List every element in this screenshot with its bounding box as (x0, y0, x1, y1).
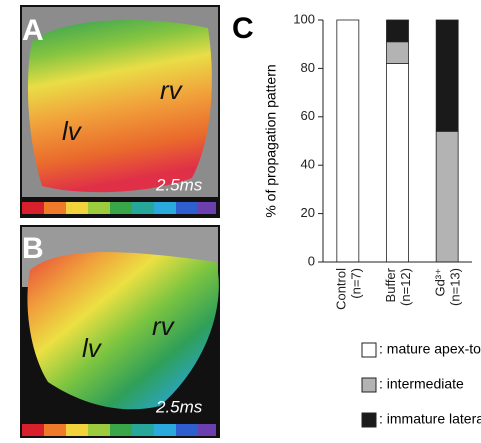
activation-map (27, 252, 219, 410)
panel-b: B lv rv 2.5ms (20, 225, 220, 438)
panel-label: C (232, 12, 254, 45)
legend-swatch (361, 412, 377, 428)
x-tick-label: Control (333, 268, 348, 310)
x-tick-label: (n=13) (448, 268, 463, 306)
y-tick-label: 20 (301, 205, 315, 220)
bar-segment (336, 19, 360, 263)
annotation: lv (62, 116, 83, 146)
legend-swatch (361, 342, 377, 358)
y-tick-label: 100 (293, 11, 315, 26)
y-axis-label: % of propagation pattern (263, 64, 279, 217)
bar-segment (435, 130, 459, 263)
bar-segment (435, 19, 459, 132)
y-tick-label: 80 (301, 60, 315, 75)
x-tick-label: Gd³⁺ (433, 268, 448, 297)
scale-label: 2.5ms (155, 175, 203, 194)
bar-segment (386, 19, 409, 43)
x-tick-label: (n=7) (348, 268, 363, 299)
colorbar (22, 202, 216, 214)
legend-label: : immature lateral (379, 411, 481, 427)
x-tick-label: (n=12) (398, 268, 413, 306)
scale-label: 2.5ms (155, 397, 203, 416)
panel-a: A rv lv 2.5ms (20, 5, 220, 218)
y-tick-label: 40 (301, 157, 315, 172)
legend-swatch (361, 377, 377, 393)
bar-segment (386, 41, 409, 64)
legend-label: : mature apex-to-base (379, 341, 481, 357)
annotation: rv (152, 311, 176, 341)
y-tick-label: 0 (308, 253, 315, 268)
annotation: lv (82, 333, 103, 363)
panel-label: A (22, 14, 44, 47)
x-tick-label: Buffer (383, 267, 398, 302)
legend-label: : intermediate (379, 376, 464, 392)
y-tick-label: 60 (301, 108, 315, 123)
panel-label: B (22, 232, 44, 265)
annotation: rv (160, 75, 184, 105)
activation-map (27, 19, 212, 193)
chart: C % of propagation pattern 0 20 40 60 80 100 C… (232, 11, 481, 428)
bar-segment (386, 63, 409, 263)
colorbar (22, 424, 216, 436)
